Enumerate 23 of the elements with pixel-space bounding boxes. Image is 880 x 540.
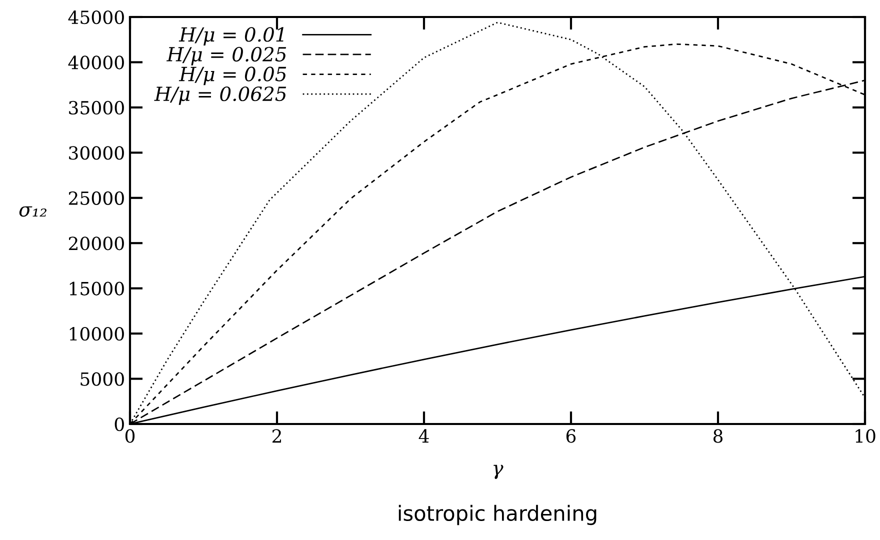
legend-label: H/μ = 0.0625	[154, 86, 286, 105]
x-tick-label: 4	[418, 429, 429, 443]
y-tick-label: 30000	[69, 146, 124, 160]
x-axis-title: γ	[494, 464, 504, 480]
legend-label: H/μ = 0.025	[166, 46, 286, 66]
x-tick-label: 2	[272, 429, 281, 443]
y-tick-label: 35000	[69, 100, 124, 115]
y-axis-title: σ₁₂	[19, 206, 46, 217]
y-tick-label: 25000	[68, 191, 124, 206]
y-tick-label: 5000	[80, 372, 124, 386]
y-tick-label: 40000	[68, 56, 124, 70]
y-tick-label: 45000	[68, 10, 124, 24]
x-tick-label: 6	[566, 429, 576, 443]
y-tick-label: 15000	[70, 282, 124, 296]
x-tick-label: 0	[125, 429, 135, 443]
text: isotropic hardening	[398, 504, 596, 526]
y-tick-label: 10000	[70, 327, 124, 341]
x-tick-label: 8	[713, 429, 723, 443]
y-tick-label: 20000	[68, 236, 124, 250]
legend-label: H/μ = 0.01	[178, 27, 284, 46]
legend-label: H/μ = 0.05	[178, 66, 286, 86]
x-tick-label: 10	[856, 429, 876, 443]
y-tick-label: 0	[114, 417, 124, 432]
